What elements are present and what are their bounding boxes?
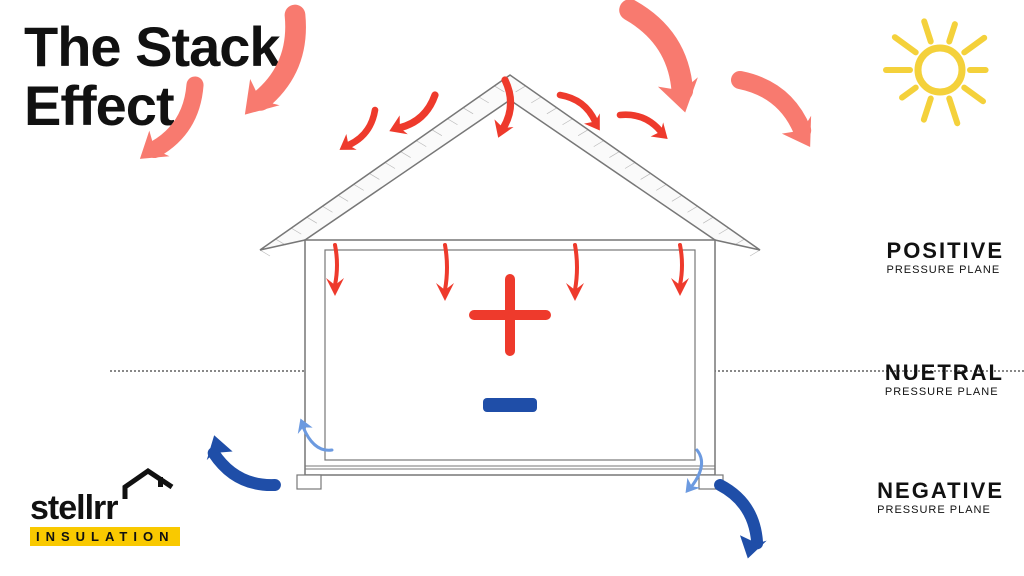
brand-logo: stellrr INSULATION <box>30 467 180 546</box>
logo-sub: INSULATION <box>30 527 180 546</box>
logo-roof-icon <box>30 467 180 507</box>
